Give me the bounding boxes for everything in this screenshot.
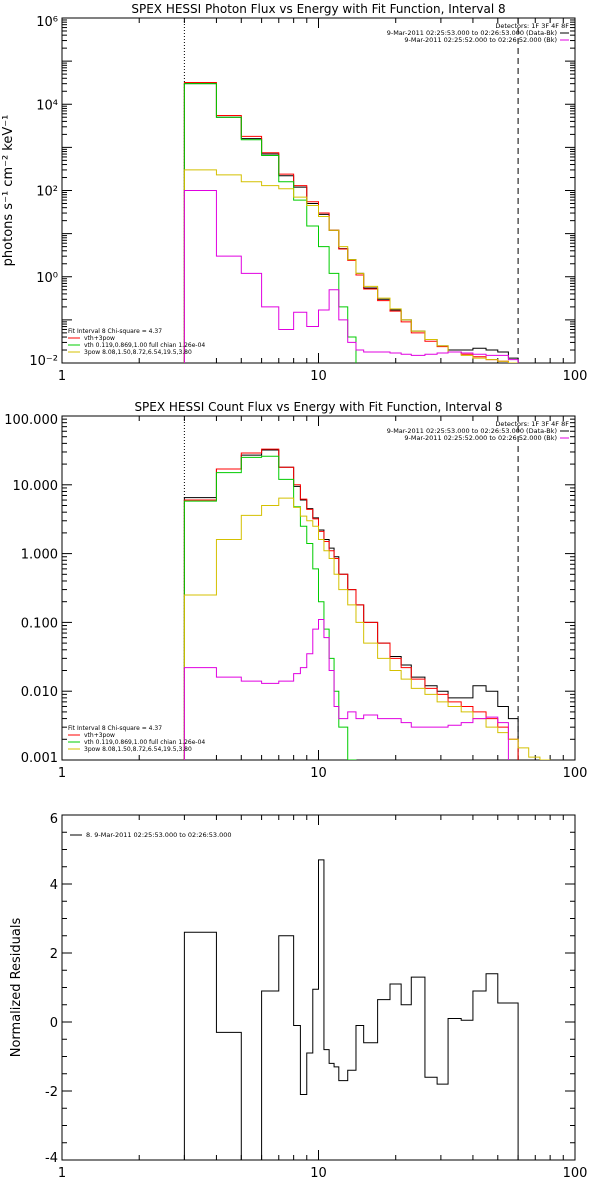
series-line-0 <box>183 859 519 1160</box>
y-tick-label: 0 <box>50 1016 58 1031</box>
series-line-3 <box>183 169 519 363</box>
y-axis-label: photons s⁻¹ cm⁻² keV⁻¹ <box>1 115 16 267</box>
y-tick-label: 100.000 <box>4 413 58 428</box>
series-line-4 <box>183 619 509 760</box>
y-tick-label: 10⁴ <box>36 98 58 113</box>
legend-entry: vth+3pow <box>84 335 115 342</box>
legend-entry: vth 0.119,0.869,1.00 full chian 1.26e-04 <box>84 342 205 349</box>
panel-count: SPEX HESSI Count Flux vs Energy with Fit… <box>4 400 587 781</box>
legend-entry: 3pow 8.08,1.50,8.72,6.54,19.5,3.80 <box>84 349 192 356</box>
y-tick-label: 6 <box>50 812 58 827</box>
legend-entry: 9-Mar-2011 02:25:52.000 to 02:26:52.000 … <box>404 434 557 442</box>
x-tick-label: 10 <box>310 1166 327 1181</box>
series-line-2 <box>183 83 357 363</box>
y-tick-label: 2 <box>50 947 58 962</box>
legend-entry: 3pow 8.08,1.50,8.72,6.54,19.5,3.80 <box>84 746 192 753</box>
y-tick-label: 10.000 <box>13 479 59 494</box>
y-tick-label: 1.000 <box>21 548 58 563</box>
series-line-3 <box>183 497 551 760</box>
x-tick-label: 10 <box>310 766 327 781</box>
y-axis-label: Normalized Residuals <box>9 918 24 1058</box>
y-tick-label: 0.001 <box>21 751 58 766</box>
x-tick-label: 10 <box>310 369 327 384</box>
legend-entry: 9-Mar-2011 02:25:52.000 to 02:26:52.000 … <box>404 36 557 44</box>
y-tick-label: 0.100 <box>21 616 58 631</box>
series-line-4 <box>183 190 519 363</box>
legend-entry: vth 0.119,0.869,1.00 full chian 1.26e-04 <box>84 739 205 746</box>
y-tick-label: -2 <box>45 1085 58 1100</box>
y-tick-label: 10² <box>36 185 58 200</box>
y-tick-label: 0.010 <box>21 685 58 700</box>
y-tick-label: 10⁰ <box>36 271 58 286</box>
series-line-2 <box>183 455 357 760</box>
panel-residuals: Normalized Residuals 1 10 100 -4 -2 0 2 4 6 8. 9-M… <box>9 812 587 1181</box>
x-tick-label: 1 <box>58 369 66 384</box>
series-line-1 <box>183 81 519 363</box>
legend-entry: 8. 9-Mar-2011 02:25:53.000 to 02:26:53.0… <box>86 831 232 839</box>
series-group <box>183 81 519 363</box>
y-tick-label: 4 <box>50 878 58 893</box>
series-group <box>183 859 519 1160</box>
series-group <box>183 448 551 760</box>
panel-photon: SPEX HESSI Photon Flux vs Energy with Fi… <box>1 2 587 384</box>
x-tick-label: 1 <box>58 1166 66 1181</box>
legend-entry: 9-Mar-2011 02:25:53.000 to 02:26:53.000 … <box>387 29 557 37</box>
x-tick-label: 100 <box>563 1166 588 1181</box>
legend-entry: vth+3pow <box>84 732 115 739</box>
y-tick-label: 10⁻² <box>29 354 58 369</box>
legend-fit-header: Fit Interval 8 Chi-square = 4.37 <box>68 328 162 335</box>
chart-title: SPEX HESSI Photon Flux vs Energy with Fi… <box>131 2 505 16</box>
series-line-0 <box>183 449 519 760</box>
chart-title: SPEX HESSI Count Flux vs Energy with Fit… <box>134 400 502 414</box>
series-line-0 <box>183 83 519 363</box>
x-tick-label: 100 <box>563 369 588 384</box>
legend-fit-header: Fit Interval 8 Chi-square = 4.37 <box>68 725 162 732</box>
legend-header: Detectors: 1F 3F 4F 8F <box>495 22 569 30</box>
y-tick-label: -4 <box>45 1151 58 1166</box>
legend-entry: 9-Mar-2011 02:25:53.000 to 02:26:53.000 … <box>387 427 557 435</box>
x-tick-label: 1 <box>58 766 66 781</box>
y-tick-label: 10⁶ <box>36 15 58 30</box>
series-line-1 <box>183 448 519 760</box>
legend-header: Detectors: 1F 3F 4F 8F <box>495 420 569 428</box>
x-tick-label: 100 <box>563 766 588 781</box>
